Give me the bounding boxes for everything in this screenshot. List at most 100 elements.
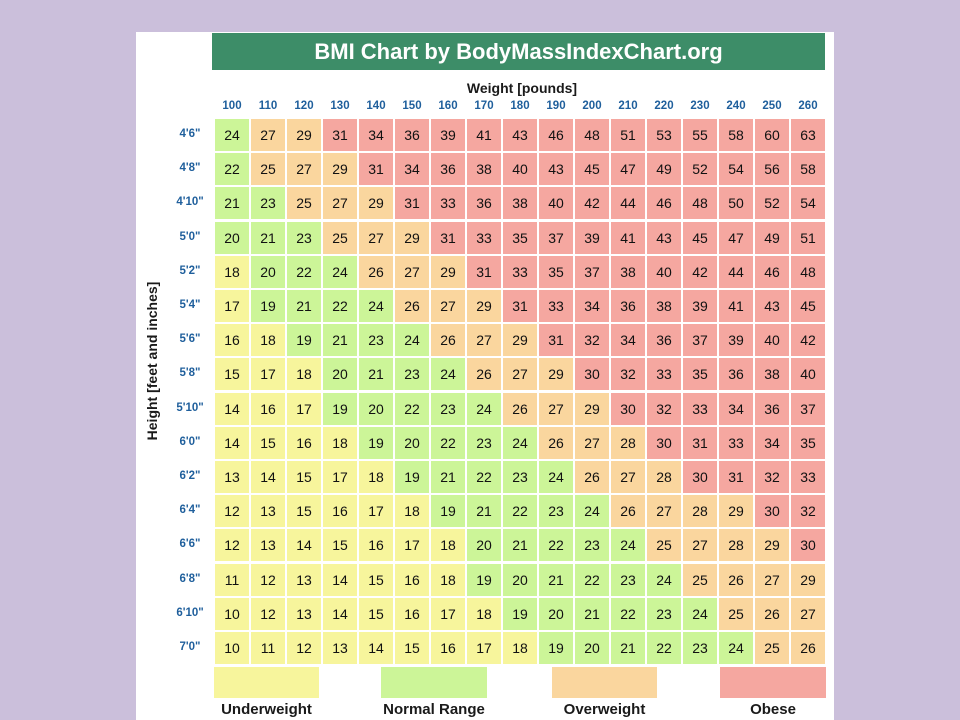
bmi-cell: 51 xyxy=(610,118,646,152)
bmi-cell: 20 xyxy=(502,562,538,597)
bmi-cell: 54 xyxy=(790,186,826,221)
bmi-cell: 27 xyxy=(322,186,358,221)
bmi-cell: 27 xyxy=(754,562,790,597)
bmi-cell: 41 xyxy=(466,118,502,152)
bmi-cell: 17 xyxy=(286,391,322,426)
bmi-cell: 19 xyxy=(538,631,574,665)
weight-header: 150 xyxy=(402,100,422,112)
bmi-cell: 16 xyxy=(358,528,394,563)
bmi-cell: 32 xyxy=(574,323,610,358)
bmi-cell: 39 xyxy=(430,118,466,152)
bmi-cell: 38 xyxy=(754,357,790,392)
bmi-cell: 21 xyxy=(214,186,250,221)
bmi-cell: 26 xyxy=(538,425,574,460)
bmi-cell: 22 xyxy=(394,391,430,426)
weight-header: 190 xyxy=(546,100,566,112)
bmi-cell: 24 xyxy=(682,596,718,631)
bmi-cell: 20 xyxy=(394,425,430,460)
bmi-cell: 19 xyxy=(502,596,538,631)
bmi-cell: 26 xyxy=(718,562,754,597)
bmi-cell: 21 xyxy=(430,460,466,494)
bmi-cell: 31 xyxy=(322,118,358,152)
height-header: 6'8" xyxy=(179,572,201,585)
weight-header: 120 xyxy=(294,100,314,112)
bmi-cell: 24 xyxy=(718,631,754,665)
bmi-cell: 14 xyxy=(214,391,250,426)
bmi-cell: 22 xyxy=(574,562,610,597)
bmi-cell: 26 xyxy=(394,289,430,323)
bmi-cell: 12 xyxy=(214,528,250,563)
bmi-cell: 23 xyxy=(610,562,646,597)
bmi-cell: 10 xyxy=(214,631,250,665)
bmi-cell: 27 xyxy=(646,494,682,529)
bmi-cell: 16 xyxy=(430,631,466,665)
bmi-cell: 32 xyxy=(610,357,646,392)
bmi-cell: 34 xyxy=(718,391,754,426)
bmi-cell: 43 xyxy=(754,289,790,323)
bmi-cell: 21 xyxy=(286,289,322,323)
bmi-cell: 49 xyxy=(754,220,790,255)
bmi-cell: 29 xyxy=(574,391,610,426)
bmi-cell: 40 xyxy=(790,357,826,392)
bmi-cell: 26 xyxy=(502,391,538,426)
weight-header: 180 xyxy=(510,100,530,112)
height-header: 6'4" xyxy=(179,504,201,517)
bmi-cell: 35 xyxy=(682,357,718,392)
bmi-cell: 15 xyxy=(322,528,358,563)
bmi-cell: 17 xyxy=(358,494,394,529)
height-header: 4'6" xyxy=(179,128,201,140)
bmi-cell: 39 xyxy=(682,289,718,323)
bmi-cell: 17 xyxy=(250,357,286,392)
bmi-cell: 21 xyxy=(610,631,646,665)
bmi-cell: 23 xyxy=(538,494,574,529)
bmi-cell: 16 xyxy=(214,323,250,358)
bmi-cell: 34 xyxy=(754,425,790,460)
bmi-cell: 29 xyxy=(718,494,754,529)
bmi-cell: 24 xyxy=(214,118,250,152)
bmi-cell: 22 xyxy=(322,289,358,323)
bmi-cell: 48 xyxy=(574,118,610,152)
bmi-cell: 20 xyxy=(574,631,610,665)
bmi-cell: 21 xyxy=(250,220,286,255)
bmi-cell: 60 xyxy=(754,118,790,152)
bmi-cell: 34 xyxy=(394,152,430,187)
bmi-cell: 33 xyxy=(682,391,718,426)
bmi-cell: 31 xyxy=(430,220,466,255)
bmi-cell: 26 xyxy=(754,596,790,631)
bmi-cell: 40 xyxy=(646,254,682,289)
bmi-cell: 20 xyxy=(538,596,574,631)
bmi-cell: 27 xyxy=(250,118,286,152)
bmi-cell: 24 xyxy=(502,425,538,460)
bmi-cell: 23 xyxy=(466,425,502,460)
bmi-cell: 24 xyxy=(430,357,466,392)
bmi-cell: 19 xyxy=(286,323,322,358)
bmi-cell: 13 xyxy=(250,528,286,563)
bmi-cell: 15 xyxy=(358,596,394,631)
bmi-cell: 37 xyxy=(682,323,718,358)
bmi-cell: 35 xyxy=(790,425,826,460)
bmi-cell: 36 xyxy=(718,357,754,392)
bmi-cell: 12 xyxy=(214,494,250,529)
bmi-cell: 27 xyxy=(358,220,394,255)
height-header: 6'6" xyxy=(179,538,201,551)
bmi-cell: 12 xyxy=(250,596,286,631)
bmi-cell: 24 xyxy=(646,562,682,597)
bmi-cell: 19 xyxy=(466,562,502,597)
bmi-cell: 27 xyxy=(682,528,718,563)
bmi-cell: 31 xyxy=(394,186,430,221)
bmi-cell: 43 xyxy=(502,118,538,152)
bmi-cell: 34 xyxy=(358,118,394,152)
bmi-cell: 47 xyxy=(718,220,754,255)
weight-header: 130 xyxy=(330,100,350,112)
bmi-cell: 38 xyxy=(466,152,502,187)
bmi-cell: 23 xyxy=(394,357,430,392)
bmi-cell: 15 xyxy=(358,562,394,597)
bmi-cell: 36 xyxy=(430,152,466,187)
bmi-cell: 25 xyxy=(250,152,286,187)
height-header: 6'10" xyxy=(176,606,204,619)
bmi-cell: 22 xyxy=(466,460,502,494)
bmi-cell: 22 xyxy=(430,425,466,460)
bmi-cell: 26 xyxy=(466,357,502,392)
bmi-cell: 29 xyxy=(502,323,538,358)
bmi-cell: 33 xyxy=(646,357,682,392)
